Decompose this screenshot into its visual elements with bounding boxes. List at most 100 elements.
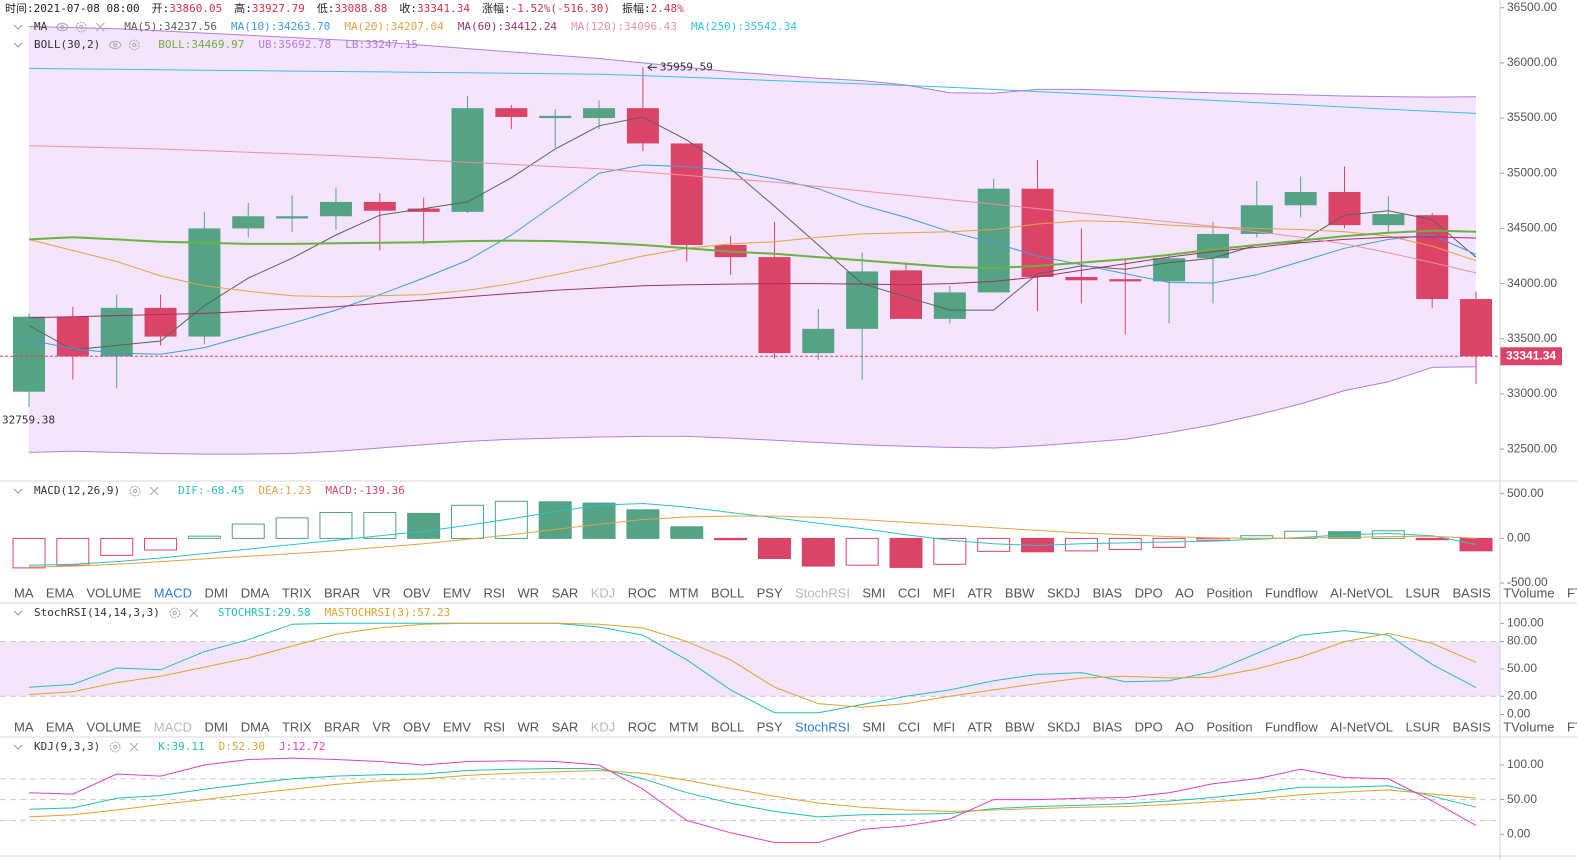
collapse-chevron[interactable] [13, 488, 23, 494]
gear-icon[interactable] [129, 485, 141, 497]
indicator-tab[interactable]: BRAR [324, 585, 360, 600]
indicator-tab[interactable]: WR [518, 719, 540, 734]
indicator-tab[interactable]: StochRSI [795, 585, 850, 600]
indicator-tab[interactable]: SKDJ [1047, 585, 1080, 600]
indicator-tab[interactable]: EMV [443, 719, 472, 734]
indicator-tab[interactable]: KDJ [591, 719, 616, 734]
collapse-chevron[interactable] [13, 744, 23, 750]
indicator-tab[interactable]: RSI [483, 719, 505, 734]
indicator-tab[interactable]: DMA [241, 585, 270, 600]
eye-icon[interactable] [109, 40, 122, 50]
indicator-tab[interactable]: MFI [933, 719, 955, 734]
indicator-tab[interactable]: MTM [669, 719, 699, 734]
indicator-tab[interactable]: BASIS [1453, 719, 1492, 734]
indicator-tab[interactable]: DMA [241, 719, 270, 734]
indicator-tab[interactable]: BIAS [1093, 719, 1123, 734]
indicator-tab[interactable]: BASIS [1453, 585, 1492, 600]
y-tick-label: 20.00 [1507, 688, 1537, 702]
indicator-tab[interactable]: SAR [552, 719, 579, 734]
candle-body [232, 216, 265, 229]
indicator-tab[interactable]: Position [1206, 585, 1252, 600]
candle-body [451, 108, 484, 212]
indicator-tab[interactable]: AO [1175, 585, 1194, 600]
indicator-line [28, 220, 1477, 298]
indicator-tab[interactable]: OBV [403, 585, 431, 600]
indicator-tab[interactable]: PSY [757, 585, 783, 600]
indicator-tab[interactable]: ATR [967, 719, 992, 734]
indicator-tab[interactable]: StochRSI [795, 719, 850, 734]
collapse-chevron[interactable] [13, 24, 23, 30]
indicator-tab[interactable]: MFI [933, 585, 955, 600]
macd-bar [845, 537, 879, 566]
indicator-tab[interactable]: Fundflow [1265, 585, 1318, 600]
indicator-tab[interactable]: DPO [1135, 585, 1163, 600]
indicator-tab[interactable]: EMA [46, 585, 75, 600]
indicator-tab[interactable]: Position [1206, 719, 1252, 734]
indicator-tab[interactable]: WR [518, 585, 540, 600]
indicator-tab[interactable]: MACD [154, 585, 192, 600]
indicator-tab[interactable]: EMV [443, 585, 472, 600]
indicator-tab[interactable]: MTM [669, 585, 699, 600]
indicator-tab[interactable]: AI-NetVOL [1330, 719, 1393, 734]
indicator-tab[interactable]: LSUR [1405, 719, 1440, 734]
indicator-tab[interactable]: VR [373, 585, 391, 600]
indicator-tab[interactable]: CCI [898, 719, 920, 734]
indicator-tab[interactable]: EMA [46, 719, 75, 734]
close-icon[interactable] [189, 608, 199, 618]
indicator-tab[interactable]: SMI [862, 585, 885, 600]
indicator-tab[interactable]: MACD [154, 719, 192, 734]
indicator-tab[interactable]: SKDJ [1047, 719, 1080, 734]
indicator-tab[interactable]: DPO [1135, 719, 1163, 734]
close-icon[interactable] [149, 486, 159, 496]
close-icon[interactable] [95, 22, 105, 32]
indicator-tab[interactable]: KDJ [591, 585, 616, 600]
indicator-tab[interactable]: ATR [967, 585, 992, 600]
indicator-tab[interactable]: MA [14, 719, 34, 734]
indicator-tab[interactable]: BBW [1005, 585, 1035, 600]
indicator-tab[interactable]: CCI [898, 585, 920, 600]
gear-icon[interactable] [128, 39, 140, 51]
indicator-tab[interactable]: SMI [862, 719, 885, 734]
indicator-tab[interactable]: ROC [628, 719, 657, 734]
indicator-tab[interactable]: TRIX [282, 719, 312, 734]
indicator-tab[interactable]: AI-NetVOL [1330, 585, 1393, 600]
indicator-line [28, 757, 1477, 843]
indicator-tab[interactable]: VR [373, 719, 391, 734]
legend-name: MA(250) [691, 20, 737, 33]
indicator-tab[interactable]: BOLL [711, 585, 744, 600]
indicator-tab[interactable]: FTBS [1567, 585, 1577, 600]
indicator-tab[interactable]: AO [1175, 719, 1194, 734]
y-tick-label: 34000.00 [1507, 276, 1557, 290]
gear-icon[interactable] [75, 21, 87, 33]
gear-icon[interactable] [109, 741, 121, 753]
indicator-tab[interactable]: BRAR [324, 719, 360, 734]
indicator-tab[interactable]: TRIX [282, 585, 312, 600]
eye-icon[interactable] [56, 22, 69, 32]
indicator-tab[interactable]: BIAS [1093, 585, 1123, 600]
indicator-tab[interactable]: Fundflow [1265, 719, 1318, 734]
indicator-tab[interactable]: VOLUME [86, 585, 141, 600]
indicator-tab[interactable]: ROC [628, 585, 657, 600]
close-icon[interactable] [129, 742, 139, 752]
indicator-tab[interactable]: BBW [1005, 719, 1035, 734]
macd-bar [1108, 537, 1142, 551]
indicator-tab[interactable]: BOLL [711, 719, 744, 734]
gear-icon[interactable] [169, 607, 181, 619]
legend-row: MA(5):34237.56 MA(10):34263.70 MA(20):3420… [124, 20, 797, 33]
indicator-tab[interactable]: FTBS [1567, 719, 1577, 734]
indicator-tab[interactable]: DMI [204, 585, 228, 600]
indicator-tab[interactable]: MA [14, 585, 34, 600]
collapse-chevron[interactable] [13, 610, 23, 616]
indicator-tab[interactable]: TVolume [1503, 585, 1554, 600]
legend-separator: : [157, 20, 164, 33]
indicator-tab[interactable]: OBV [403, 719, 431, 734]
indicator-tab[interactable]: DMI [204, 719, 228, 734]
indicator-tab[interactable]: SAR [552, 585, 579, 600]
collapse-chevron[interactable] [13, 42, 23, 48]
indicator-tab[interactable]: RSI [483, 585, 505, 600]
indicator-tab[interactable]: VOLUME [86, 719, 141, 734]
indicator-tab[interactable]: TVolume [1503, 719, 1554, 734]
indicator-tab[interactable]: LSUR [1405, 585, 1440, 600]
macd-bar [626, 509, 660, 539]
indicator-tab[interactable]: PSY [757, 719, 783, 734]
